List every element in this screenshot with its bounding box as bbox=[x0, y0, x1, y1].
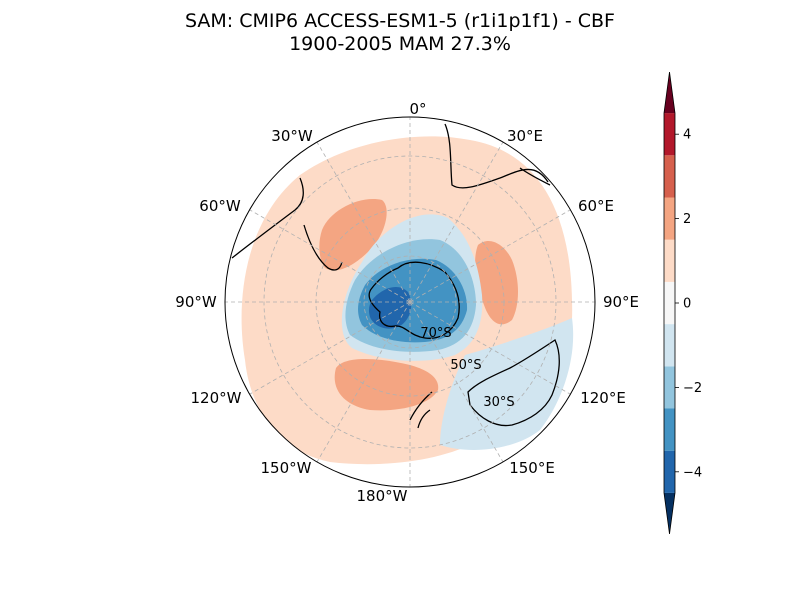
meridian-120w bbox=[249, 301, 411, 395]
colorbar-segment bbox=[664, 281, 675, 325]
lon-label-60w: 60°W bbox=[199, 197, 241, 215]
lat-label-50s: 50°S bbox=[450, 358, 481, 373]
colorbar-segments bbox=[663, 71, 676, 535]
lon-label-150w: 150°W bbox=[261, 459, 312, 477]
colorbar-segment bbox=[664, 113, 675, 156]
lat-label-70s: 70°S bbox=[420, 326, 451, 341]
colorbar-segment bbox=[664, 239, 675, 282]
latitude-circle-30s bbox=[263, 155, 557, 449]
colorbar-tick-label: −2 bbox=[683, 381, 702, 396]
meridian-120e bbox=[409, 301, 571, 395]
colorbar-segment bbox=[664, 197, 675, 240]
meridian-60w bbox=[249, 209, 411, 303]
coastline-south-america bbox=[231, 177, 343, 271]
lon-label-120w: 120°W bbox=[191, 389, 242, 407]
coastline-africa bbox=[444, 123, 551, 189]
chart-title-line1: SAM: CMIP6 ACCESS-ESM1-5 (r1i1p1f1) - CB… bbox=[185, 10, 615, 32]
meridian-150e bbox=[409, 301, 504, 463]
lat-label-30s: 30°S bbox=[483, 395, 514, 410]
lon-label-150e: 150°E bbox=[509, 459, 555, 477]
gridlines bbox=[225, 117, 595, 487]
positive-patch-pacific bbox=[334, 359, 439, 411]
longitude-labels: 0° 30°E 60°E 90°E 120°E 150°E 180°W 150°… bbox=[175, 100, 639, 505]
lon-label-120e: 120°E bbox=[580, 389, 626, 407]
colorbar-segment bbox=[664, 72, 675, 114]
meridian-60e bbox=[409, 209, 571, 303]
meridian-150w bbox=[316, 301, 411, 463]
lon-label-30w: 30°W bbox=[271, 127, 313, 145]
colorbar-outline bbox=[663, 71, 676, 535]
colorbar-segment bbox=[664, 492, 675, 534]
coastline-australia bbox=[467, 339, 560, 427]
negative-patch-australia bbox=[440, 318, 574, 450]
colorbar-tick-label: 0 bbox=[683, 297, 691, 312]
colorbar: −4 −2 0 2 4 bbox=[663, 71, 702, 535]
field-layers bbox=[225, 117, 595, 487]
lon-label-30e: 30°E bbox=[507, 127, 543, 145]
colorbar-segment bbox=[664, 155, 675, 198]
colorbar-segment bbox=[664, 450, 675, 493]
colorbar-ticks: −4 −2 0 2 4 bbox=[675, 128, 702, 480]
colorbar-tick-label: 4 bbox=[683, 128, 691, 143]
lon-label-90e: 90°E bbox=[603, 293, 639, 311]
positive-patch-indian bbox=[475, 240, 518, 325]
latitude-labels: 70°S 50°S 30°S bbox=[420, 326, 514, 410]
colorbar-tick-label: −4 bbox=[683, 465, 702, 480]
colorbar-segment bbox=[664, 366, 675, 409]
lon-label-60e: 60°E bbox=[578, 197, 614, 215]
lon-label-0: 0° bbox=[409, 100, 426, 118]
colorbar-segment bbox=[664, 408, 675, 451]
meridian-30e bbox=[409, 141, 504, 303]
lon-label-90w: 90°W bbox=[175, 293, 217, 311]
colorbar-segment bbox=[664, 324, 675, 367]
meridian-30w bbox=[316, 141, 411, 303]
map-boundary bbox=[224, 116, 596, 488]
lon-label-180w: 180°W bbox=[357, 487, 408, 505]
colorbar-tick-label: 2 bbox=[683, 212, 691, 227]
chart-title-line2: 1900-2005 MAM 27.3% bbox=[289, 33, 511, 55]
